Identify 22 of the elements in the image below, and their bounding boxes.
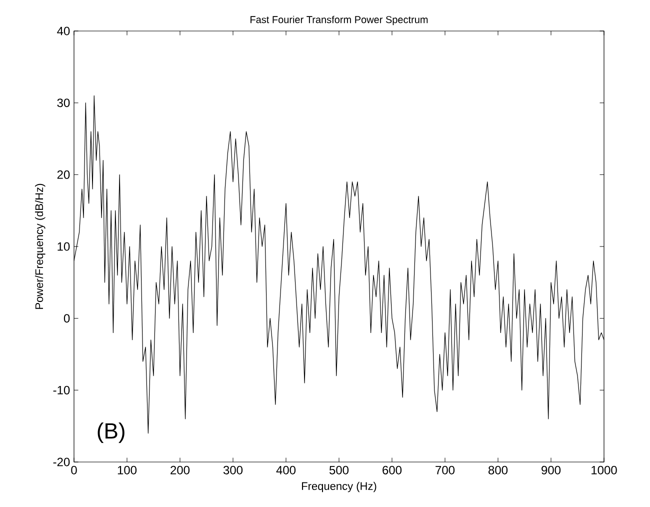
y-tick-label: 0 [64, 314, 70, 323]
x-tick-label: 700 [436, 466, 455, 474]
x-tick-label: 800 [488, 466, 508, 474]
y-tick-label: 30 [57, 98, 70, 108]
y-tick-label: 40 [57, 26, 70, 36]
x-tick-label: 400 [276, 466, 296, 474]
y-axis-title: Power/Frequency (dB/Hz) [35, 184, 46, 309]
y-tick-label: 20 [57, 170, 70, 179]
x-tick-label: 0 [71, 466, 77, 474]
y-tick-label: -20 [53, 458, 70, 466]
x-tick-label: 100 [118, 466, 137, 474]
chart-title: Fast Fourier Transform Power Spectrum [250, 16, 428, 26]
x-tick-label: 600 [382, 466, 402, 474]
y-tick-label: 10 [58, 242, 70, 251]
y-tick-label: -10 [53, 386, 70, 394]
x-tick-label: 200 [170, 466, 190, 474]
annotation: (B) [98, 422, 124, 444]
x-tick-label: 900 [542, 466, 561, 474]
x-tick-label: 300 [223, 466, 243, 474]
x-axis-title: Frequency (Hz) [302, 482, 376, 492]
x-tick-label: 500 [329, 466, 349, 474]
x-tick-label: 1000 [592, 466, 617, 474]
